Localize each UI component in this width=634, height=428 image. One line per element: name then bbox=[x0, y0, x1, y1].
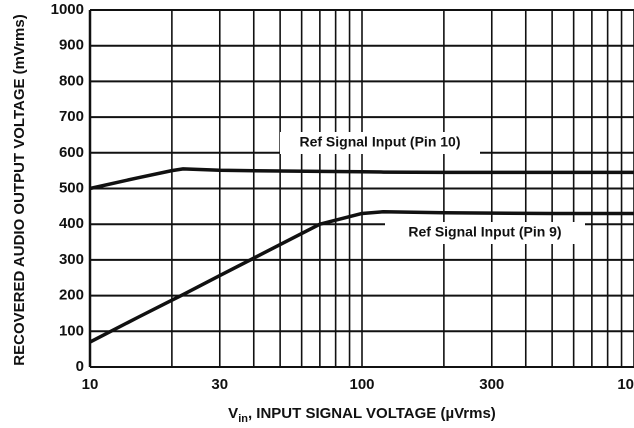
x-label-subscript: in bbox=[238, 413, 248, 425]
y-tick-label: 600 bbox=[59, 144, 84, 161]
y-tick-label: 500 bbox=[59, 179, 84, 196]
y-tick-label: 100 bbox=[59, 322, 84, 339]
series-line bbox=[89, 167, 634, 191]
series-line bbox=[89, 209, 634, 344]
x-tick-label: 1000 bbox=[617, 376, 634, 393]
x-tick-label: 100 bbox=[349, 376, 374, 393]
y-axis-label: RECOVERED AUDIO OUTPUT VOLTAGE (mVrms) bbox=[11, 14, 28, 365]
series-label: Ref Signal Input (Pin 9) bbox=[408, 224, 561, 240]
y-tick-label: 900 bbox=[59, 37, 84, 54]
x-axis-label: Vin, INPUT SIGNAL VOLTAGE (µVrms) bbox=[228, 405, 496, 425]
y-tick-label: 800 bbox=[59, 72, 84, 89]
series-label: Ref Signal Input (Pin 10) bbox=[299, 134, 460, 150]
label-background bbox=[385, 222, 585, 244]
y-tick-label: 200 bbox=[59, 287, 84, 304]
y-tick-label: 700 bbox=[59, 108, 84, 125]
y-tick-label: 400 bbox=[59, 215, 84, 232]
y-tick-label: 0 bbox=[76, 358, 84, 375]
x-label-symbol: V bbox=[228, 405, 238, 422]
x-tick-label: 10 bbox=[82, 376, 99, 393]
y-tick-label: 1000 bbox=[51, 1, 84, 18]
label-background bbox=[280, 132, 480, 154]
y-tick-label: 300 bbox=[59, 251, 84, 268]
x-tick-label: 30 bbox=[211, 376, 228, 393]
x-label-text: , INPUT SIGNAL VOLTAGE (µVrms) bbox=[248, 405, 496, 422]
x-tick-label: 300 bbox=[479, 376, 504, 393]
